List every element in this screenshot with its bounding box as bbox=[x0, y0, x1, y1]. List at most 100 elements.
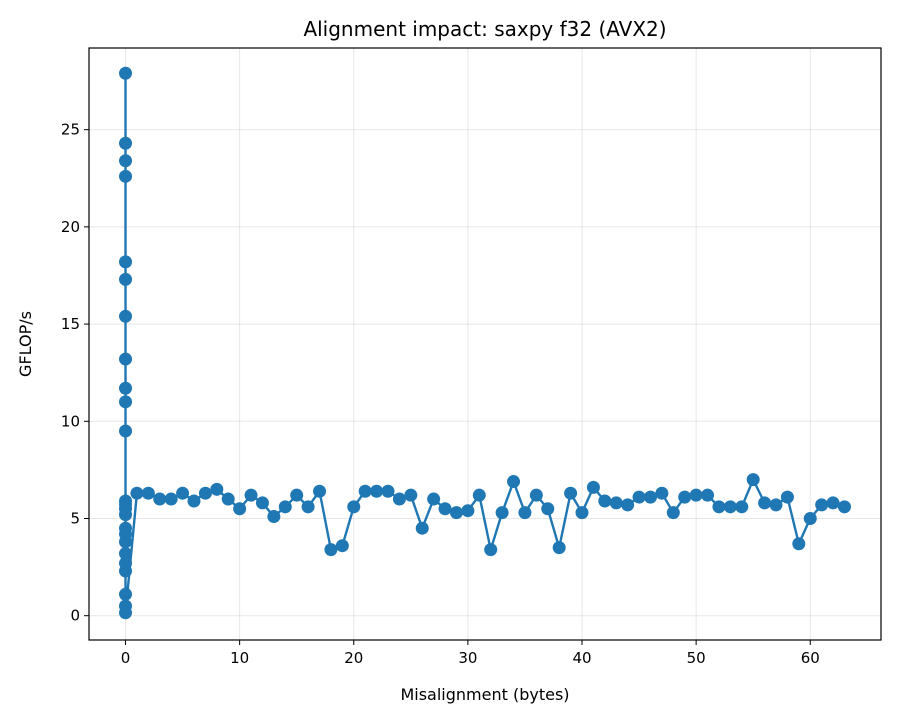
series-group bbox=[119, 66, 851, 620]
data-point bbox=[233, 502, 247, 516]
data-point bbox=[438, 502, 452, 516]
data-point bbox=[119, 255, 133, 269]
x-tick-label: 50 bbox=[687, 649, 706, 667]
chart-title: Alignment impact: saxpy f32 (AVX2) bbox=[303, 17, 666, 41]
y-tick-label: 20 bbox=[61, 218, 80, 236]
data-point bbox=[689, 488, 703, 502]
ticks: 0 10 20 30 40 50 60 0 5 10 15 20 25 bbox=[61, 121, 820, 667]
data-point bbox=[153, 492, 167, 506]
data-point bbox=[427, 492, 441, 506]
data-point bbox=[119, 66, 133, 80]
data-point bbox=[404, 488, 418, 502]
data-point bbox=[381, 484, 395, 498]
data-point bbox=[164, 492, 178, 506]
data-point bbox=[575, 506, 589, 520]
data-point bbox=[792, 537, 806, 551]
data-point bbox=[130, 486, 144, 500]
data-point bbox=[780, 490, 794, 504]
data-point bbox=[119, 169, 133, 183]
data-point bbox=[119, 154, 133, 168]
data-point bbox=[221, 492, 235, 506]
y-tick-label: 15 bbox=[61, 315, 80, 333]
data-point bbox=[187, 494, 201, 508]
data-point bbox=[529, 488, 543, 502]
data-point bbox=[472, 488, 486, 502]
data-point bbox=[210, 482, 224, 496]
data-point bbox=[267, 510, 281, 524]
data-point bbox=[176, 486, 190, 500]
data-point bbox=[119, 606, 133, 620]
data-point bbox=[837, 500, 851, 514]
y-tick-label: 5 bbox=[70, 509, 80, 527]
data-point bbox=[119, 381, 133, 395]
x-axis-label: Misalignment (bytes) bbox=[400, 685, 569, 704]
data-point bbox=[609, 496, 623, 510]
data-point bbox=[290, 488, 304, 502]
data-point bbox=[119, 424, 133, 438]
data-point bbox=[712, 500, 726, 514]
data-point bbox=[119, 395, 133, 409]
data-point bbox=[758, 496, 772, 510]
data-point bbox=[678, 490, 692, 504]
data-point bbox=[119, 309, 133, 323]
data-point bbox=[541, 502, 555, 516]
x-tick-label: 20 bbox=[344, 649, 363, 667]
data-point bbox=[255, 496, 269, 510]
data-point bbox=[564, 486, 578, 500]
data-point bbox=[632, 490, 646, 504]
data-point bbox=[815, 498, 829, 512]
x-tick-label: 0 bbox=[121, 649, 131, 667]
data-point bbox=[518, 506, 532, 520]
data-point bbox=[301, 500, 315, 514]
plot-frame bbox=[88, 47, 882, 641]
data-point bbox=[415, 521, 429, 535]
y-tick-label: 25 bbox=[61, 121, 80, 139]
x-tick-label: 60 bbox=[801, 649, 820, 667]
data-point bbox=[598, 494, 612, 508]
y-tick-label: 0 bbox=[70, 607, 80, 625]
data-point bbox=[370, 484, 384, 498]
data-point bbox=[701, 488, 715, 502]
data-point bbox=[119, 272, 133, 286]
data-point bbox=[723, 500, 737, 514]
data-point bbox=[666, 506, 680, 520]
data-point bbox=[461, 504, 475, 518]
data-point bbox=[119, 564, 133, 578]
data-point bbox=[586, 480, 600, 494]
data-point bbox=[119, 352, 133, 366]
data-point bbox=[324, 543, 338, 557]
data-point bbox=[507, 475, 521, 489]
x-tick-label: 40 bbox=[572, 649, 591, 667]
grid bbox=[89, 48, 881, 640]
data-point bbox=[495, 506, 509, 520]
data-point bbox=[119, 587, 133, 601]
data-point bbox=[313, 484, 327, 498]
data-point bbox=[119, 508, 133, 522]
data-point bbox=[552, 541, 566, 555]
data-point bbox=[392, 492, 406, 506]
data-point bbox=[119, 535, 133, 549]
y-tick-label: 10 bbox=[61, 412, 80, 430]
data-point bbox=[746, 473, 760, 487]
data-point bbox=[803, 511, 817, 525]
data-point bbox=[244, 488, 258, 502]
data-point bbox=[643, 490, 657, 504]
data-point bbox=[655, 486, 669, 500]
data-point bbox=[119, 136, 133, 150]
x-tick-label: 30 bbox=[458, 649, 477, 667]
data-point bbox=[621, 498, 635, 512]
data-point bbox=[826, 496, 840, 510]
data-point bbox=[141, 486, 155, 500]
y-axis-label: GFLOP/s bbox=[16, 311, 35, 377]
data-point bbox=[769, 498, 783, 512]
data-point bbox=[347, 500, 361, 514]
data-point bbox=[335, 539, 349, 553]
data-point bbox=[198, 486, 212, 500]
data-point bbox=[278, 500, 292, 514]
data-point bbox=[484, 543, 498, 557]
data-point bbox=[449, 506, 463, 520]
x-tick-label: 10 bbox=[230, 649, 249, 667]
data-point bbox=[735, 500, 749, 514]
